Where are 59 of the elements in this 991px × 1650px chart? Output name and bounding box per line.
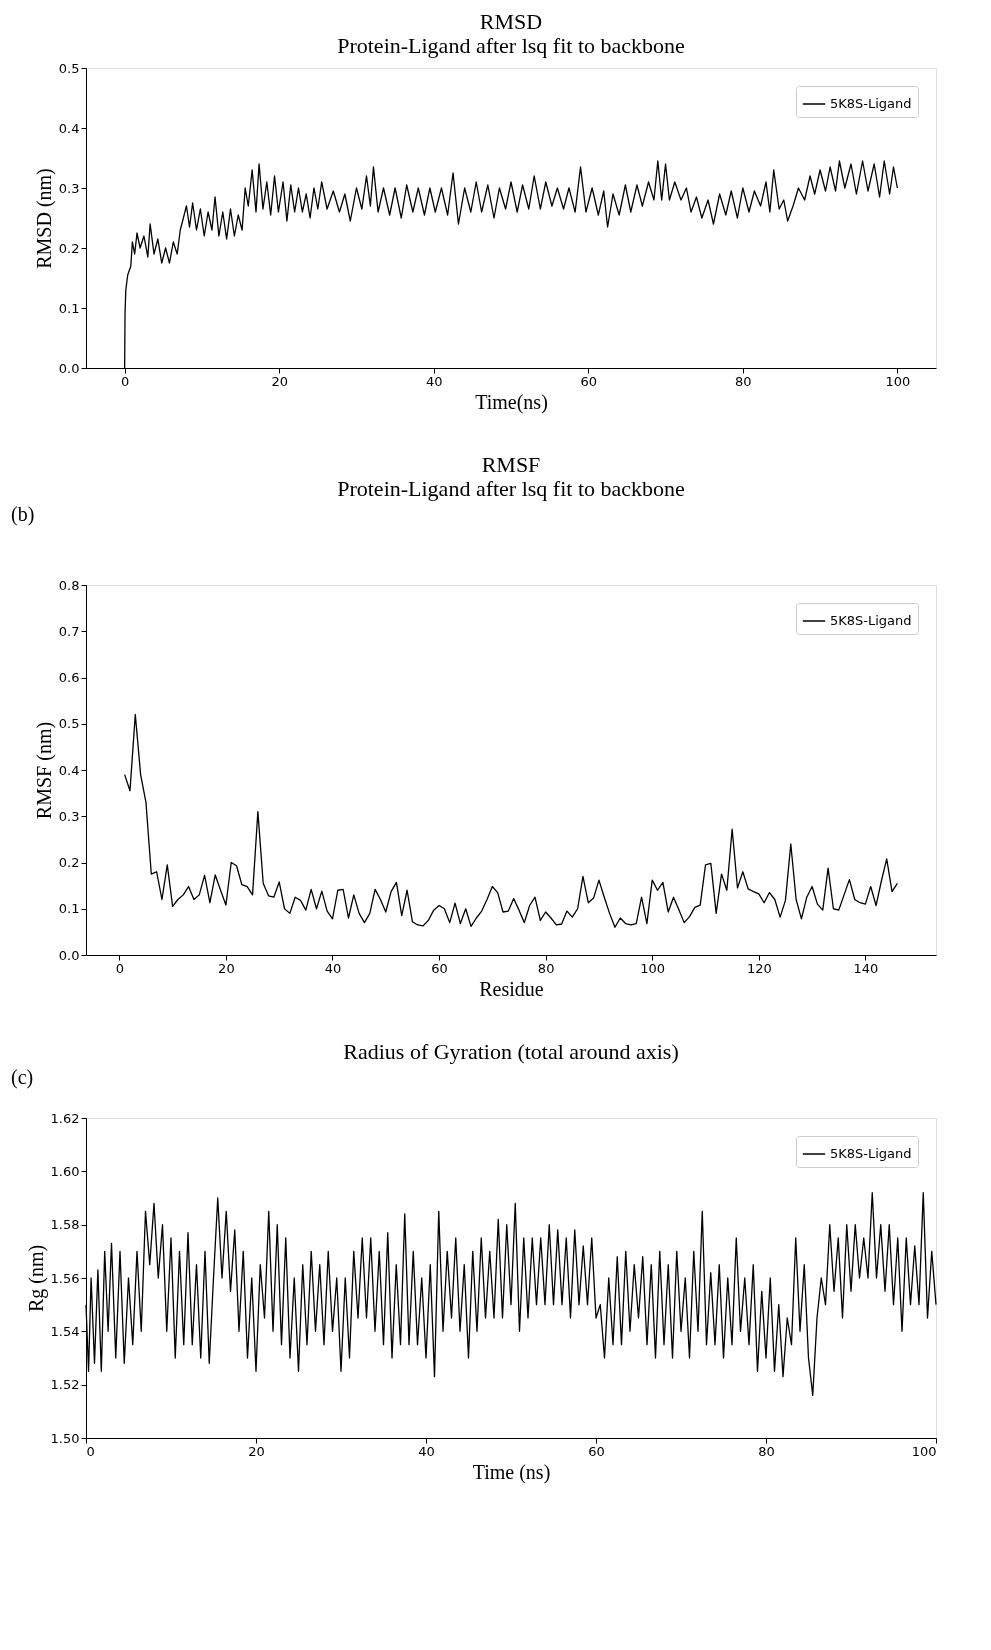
chart-subtitle: Protein-Ligand after lsq fit to backbone <box>337 33 685 58</box>
x-axis-title: Residue <box>479 977 544 1000</box>
x-tick-label: 0 <box>121 373 130 389</box>
y-tick-label: 0.1 <box>58 300 80 316</box>
x-tick-label: 0 <box>86 1443 95 1459</box>
x-tick-label: 0 <box>115 960 124 976</box>
y-tick-label: 1.60 <box>50 1163 80 1179</box>
x-tick-label: 20 <box>271 373 288 389</box>
y-tick-label: 1.62 <box>50 1110 80 1126</box>
y-tick-label: 0.0 <box>58 947 80 963</box>
y-tick-label: 0.1 <box>58 901 80 917</box>
legend-label: 5K8S-Ligand <box>830 613 912 628</box>
x-tick-label: 80 <box>735 373 752 389</box>
y-tick-label: 0.4 <box>58 120 80 136</box>
x-tick-label: 100 <box>640 960 666 976</box>
y-axis-title: Rg (nm) <box>24 1244 48 1313</box>
y-tick-label: 0.5 <box>58 716 80 732</box>
y-tick-label: 0.3 <box>58 180 80 196</box>
legend-label: 5K8S-Ligand <box>830 96 912 111</box>
y-tick-label: 0.2 <box>58 855 80 870</box>
chart-title: RMSD <box>479 9 543 34</box>
chart-title: Radius of Gyration (total around axis) <box>343 1039 679 1064</box>
x-tick-label: 140 <box>853 960 879 976</box>
x-tick-label: 100 <box>911 1443 937 1459</box>
y-tick-label: 0.5 <box>58 60 80 76</box>
y-tick-label: 0.4 <box>58 762 80 778</box>
y-tick-label: 0.6 <box>58 670 80 685</box>
y-tick-label: 1.56 <box>50 1270 80 1286</box>
x-tick-label: 100 <box>885 373 911 389</box>
x-tick-label: 40 <box>425 373 443 389</box>
y-tick-label: 1.52 <box>50 1377 80 1393</box>
y-tick-label: 1.54 <box>50 1323 80 1339</box>
x-tick-label: 80 <box>758 1443 775 1459</box>
x-tick-label: 40 <box>324 960 342 976</box>
x-tick-label: 60 <box>588 1443 605 1459</box>
y-tick-label: 1.58 <box>50 1217 80 1233</box>
y-tick-label: 1.50 <box>50 1430 80 1446</box>
x-axis-title: Time(ns) <box>475 390 548 414</box>
x-tick-label: 60 <box>431 960 448 976</box>
line-series <box>123 713 899 928</box>
x-tick-label: 40 <box>418 1443 435 1459</box>
x-axis-title: Time (ns) <box>472 1460 551 1484</box>
x-tick-label: 80 <box>537 960 555 976</box>
x-tick-label: 120 <box>746 960 772 976</box>
x-tick-label: 60 <box>580 373 598 389</box>
text: (b) <box>11 503 35 526</box>
y-axis-title: RMSD (nm) <box>32 168 56 269</box>
y-tick-label: 0.0 <box>58 360 80 376</box>
y-tick-label: 0.2 <box>58 240 80 256</box>
legend-label: 5K8S-Ligand <box>830 1146 912 1161</box>
y-tick-label: 0.7 <box>58 623 80 639</box>
text: (c) <box>11 1066 34 1089</box>
x-tick-label: 20 <box>248 1443 265 1459</box>
x-tick-label: 20 <box>218 960 235 976</box>
chart-title: RMSF <box>481 452 541 477</box>
y-axis-title: RMSF (nm) <box>32 721 56 820</box>
y-tick-label: 0.3 <box>58 808 80 824</box>
chart-subtitle: Protein-Ligand after lsq fit to backbone <box>337 476 685 501</box>
y-tick-label: 0.8 <box>58 577 80 593</box>
